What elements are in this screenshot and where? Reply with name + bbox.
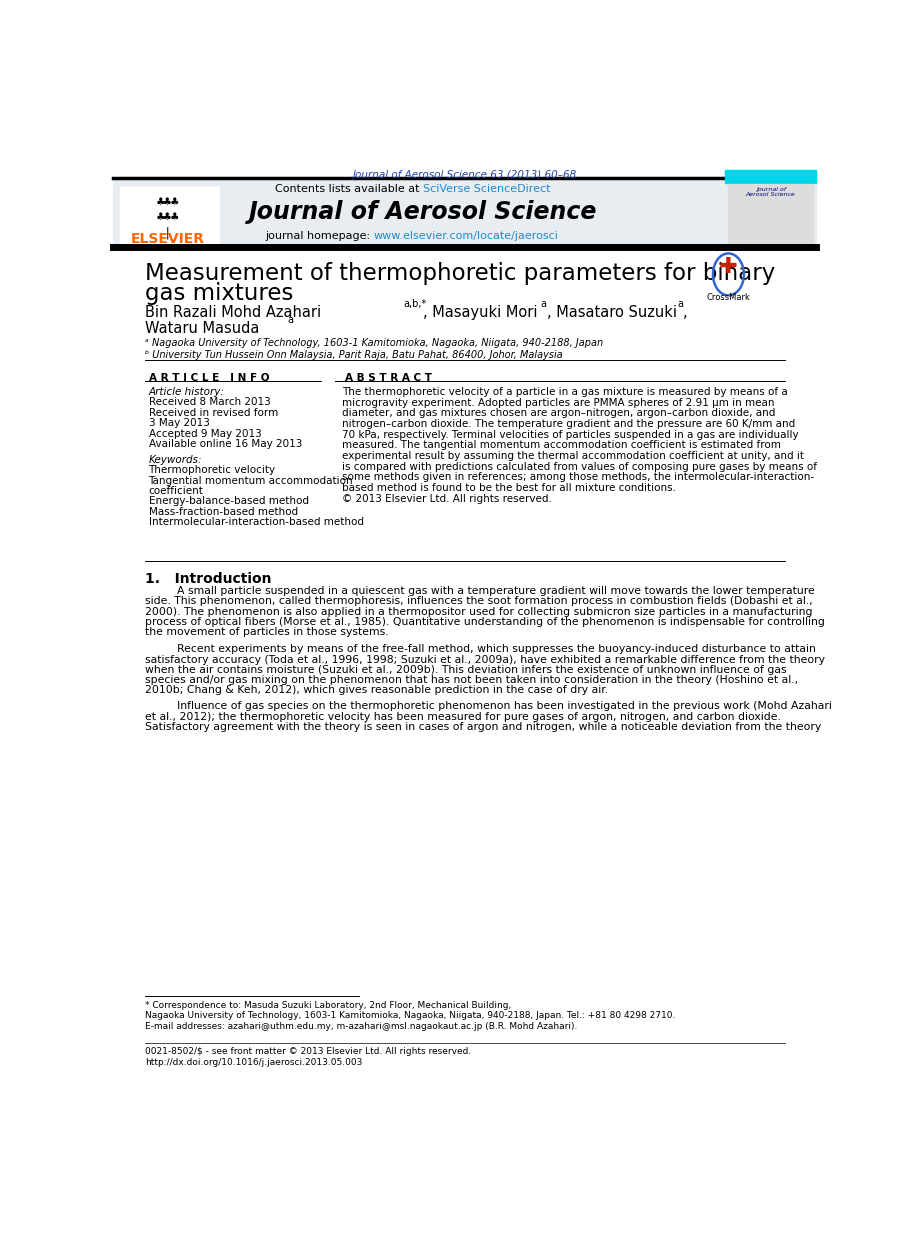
Text: some methods given in references; among those methods, the intermolecular-intera: some methods given in references; among … <box>342 472 814 483</box>
Text: http://dx.doi.org/10.1016/j.jaerosci.2013.05.003: http://dx.doi.org/10.1016/j.jaerosci.201… <box>145 1058 363 1067</box>
Text: Measurement of thermophoretic parameters for binary: Measurement of thermophoretic parameters… <box>145 262 775 285</box>
Text: a: a <box>678 300 683 310</box>
Bar <box>121 187 219 244</box>
Text: Wataru Masuda: Wataru Masuda <box>145 321 264 335</box>
Text: the movement of particles in those systems.: the movement of particles in those syste… <box>145 628 388 638</box>
Text: Keywords:: Keywords: <box>149 454 202 464</box>
Text: based method is found to be the best for all mixture conditions.: based method is found to be the best for… <box>342 483 676 493</box>
Text: Article history:: Article history: <box>149 386 224 397</box>
Text: Contents lists available at: Contents lists available at <box>275 183 423 194</box>
Text: www.elsevier.com/locate/jaerosci: www.elsevier.com/locate/jaerosci <box>374 230 559 240</box>
Text: * Correspondence to: Masuda Suzuki Laboratory, 2nd Floor, Mechanical Building,: * Correspondence to: Masuda Suzuki Labor… <box>145 1000 512 1010</box>
Text: , Masataro Suzuki: , Masataro Suzuki <box>547 305 682 319</box>
Text: is compared with predictions calculated from values of composing pure gases by m: is compared with predictions calculated … <box>342 462 817 472</box>
Text: satisfactory accuracy (Toda et al., 1996, 1998; Suzuki et al., 2009a), have exhi: satisfactory accuracy (Toda et al., 1996… <box>145 655 825 665</box>
Text: Available online 16 May 2013: Available online 16 May 2013 <box>149 439 302 449</box>
Text: ᵇ University Tun Hussein Onn Malaysia, Parit Raja, Batu Pahat, 86400, Johor, Mal: ᵇ University Tun Hussein Onn Malaysia, P… <box>145 349 562 360</box>
Text: Nagaoka University of Technology, 1603-1 Kamitomioka, Nagaoka, Niigata, 940-2188: Nagaoka University of Technology, 1603-1… <box>145 1011 676 1020</box>
Text: 2000). The phenomenon is also applied in a thermopositor used for collecting sub: 2000). The phenomenon is also applied in… <box>145 607 813 617</box>
Text: Intermolecular-interaction-based method: Intermolecular-interaction-based method <box>149 517 364 527</box>
Text: when the air contains moisture (Suzuki et al., 2009b). This deviation infers the: when the air contains moisture (Suzuki e… <box>145 665 786 675</box>
Text: © 2013 Elsevier Ltd. All rights reserved.: © 2013 Elsevier Ltd. All rights reserved… <box>342 494 551 504</box>
Text: A small particle suspended in a quiescent gas with a temperature gradient will m: A small particle suspended in a quiescen… <box>177 586 814 597</box>
Text: measured. The tangential momentum accommodation coefficient is estimated from: measured. The tangential momentum accomm… <box>342 441 781 451</box>
Text: 0021-8502/$ - see front matter © 2013 Elsevier Ltd. All rights reserved.: 0021-8502/$ - see front matter © 2013 El… <box>145 1047 472 1056</box>
Text: A R T I C L E   I N F O: A R T I C L E I N F O <box>149 373 269 383</box>
Text: a: a <box>541 300 547 310</box>
Text: Energy-balance-based method: Energy-balance-based method <box>149 496 308 506</box>
Text: Journal of Aerosol Science: Journal of Aerosol Science <box>249 201 597 224</box>
Text: Satisfactory agreement with the theory is seen in cases of argon and nitrogen, w: Satisfactory agreement with the theory i… <box>145 722 821 732</box>
Text: side. This phenomenon, called thermophoresis, influences the soot formation proc: side. This phenomenon, called thermophor… <box>145 597 813 607</box>
Text: 3 May 2013: 3 May 2013 <box>149 418 210 428</box>
Text: Received 8 March 2013: Received 8 March 2013 <box>149 397 270 407</box>
Text: Received in revised form: Received in revised form <box>149 407 278 418</box>
Text: Tangential momentum accommodation: Tangential momentum accommodation <box>149 475 353 485</box>
Text: ᵃ Nagaoka University of Technology, 1603-1 Kamitomioka, Nagaoka, Niigata, 940-21: ᵃ Nagaoka University of Technology, 1603… <box>145 338 603 348</box>
Text: journal homepage:: journal homepage: <box>265 230 374 240</box>
Text: Mass-fraction-based method: Mass-fraction-based method <box>149 508 297 517</box>
Text: Journal of
Aerosol Science: Journal of Aerosol Science <box>746 187 795 198</box>
Text: Journal of Aerosol Science 63 (2013) 60–68: Journal of Aerosol Science 63 (2013) 60–… <box>353 170 577 180</box>
Text: et al., 2012); the thermophoretic velocity has been measured for pure gases of a: et al., 2012); the thermophoretic veloci… <box>145 712 781 722</box>
Text: ,: , <box>683 305 688 319</box>
Text: Accepted 9 May 2013: Accepted 9 May 2013 <box>149 428 261 438</box>
Bar <box>113 178 816 246</box>
Text: Thermophoretic velocity: Thermophoretic velocity <box>149 465 276 475</box>
Text: The thermophoretic velocity of a particle in a gas mixture is measured by means : The thermophoretic velocity of a particl… <box>342 386 787 397</box>
Text: A B S T R A C T: A B S T R A C T <box>346 373 433 383</box>
Text: microgravity experiment. Adopted particles are PMMA spheres of 2.91 μm in mean: microgravity experiment. Adopted particl… <box>342 397 775 407</box>
Text: 2010b; Chang & Keh, 2012), which gives reasonable prediction in the case of dry : 2010b; Chang & Keh, 2012), which gives r… <box>145 686 608 696</box>
Text: 70 kPa, respectively. Terminal velocities of particles suspended in a gas are in: 70 kPa, respectively. Terminal velocitie… <box>342 430 798 439</box>
Text: ELSEVIER: ELSEVIER <box>132 233 205 246</box>
Text: Bin Razali Mohd Azahari: Bin Razali Mohd Azahari <box>145 305 326 319</box>
Text: , Masayuki Mori: , Masayuki Mori <box>423 305 541 319</box>
Text: ♣♣♣
♣♣♣
  |: ♣♣♣ ♣♣♣ | <box>150 196 187 239</box>
Text: species and/or gas mixing on the phenomenon that has not been taken into conside: species and/or gas mixing on the phenome… <box>145 675 798 685</box>
Text: experimental result by assuming the thermal accommodation coefficient at unity, : experimental result by assuming the ther… <box>342 451 804 461</box>
Text: nitrogen–carbon dioxide. The temperature gradient and the pressure are 60 K/mm a: nitrogen–carbon dioxide. The temperature… <box>342 418 795 428</box>
Text: Influence of gas species on the thermophoretic phenomenon has been investigated : Influence of gas species on the thermoph… <box>177 702 832 712</box>
Text: a,b,*: a,b,* <box>403 300 426 310</box>
Text: SciVerse ScienceDirect: SciVerse ScienceDirect <box>423 183 551 194</box>
Text: E-mail addresses: azahari@uthm.edu.my, m-azahari@msl.nagaokaut.ac.jp (B.R. Mohd : E-mail addresses: azahari@uthm.edu.my, m… <box>145 1021 578 1031</box>
Text: process of optical fibers (Morse et al., 1985). Quantitative understanding of th: process of optical fibers (Morse et al.,… <box>145 617 824 626</box>
Text: Recent experiments by means of the free-fall method, which suppresses the buoyan: Recent experiments by means of the free-… <box>177 644 815 654</box>
Bar <box>725 170 816 183</box>
Text: CrossMark: CrossMark <box>707 292 750 302</box>
Text: 1.   Introduction: 1. Introduction <box>145 572 271 586</box>
Text: coefficient: coefficient <box>149 487 203 496</box>
Text: diameter, and gas mixtures chosen are argon–nitrogen, argon–carbon dioxide, and: diameter, and gas mixtures chosen are ar… <box>342 409 775 418</box>
Bar <box>728 183 813 246</box>
Text: ✚: ✚ <box>719 256 737 277</box>
Text: gas mixtures: gas mixtures <box>145 282 293 305</box>
Text: a: a <box>287 316 293 326</box>
